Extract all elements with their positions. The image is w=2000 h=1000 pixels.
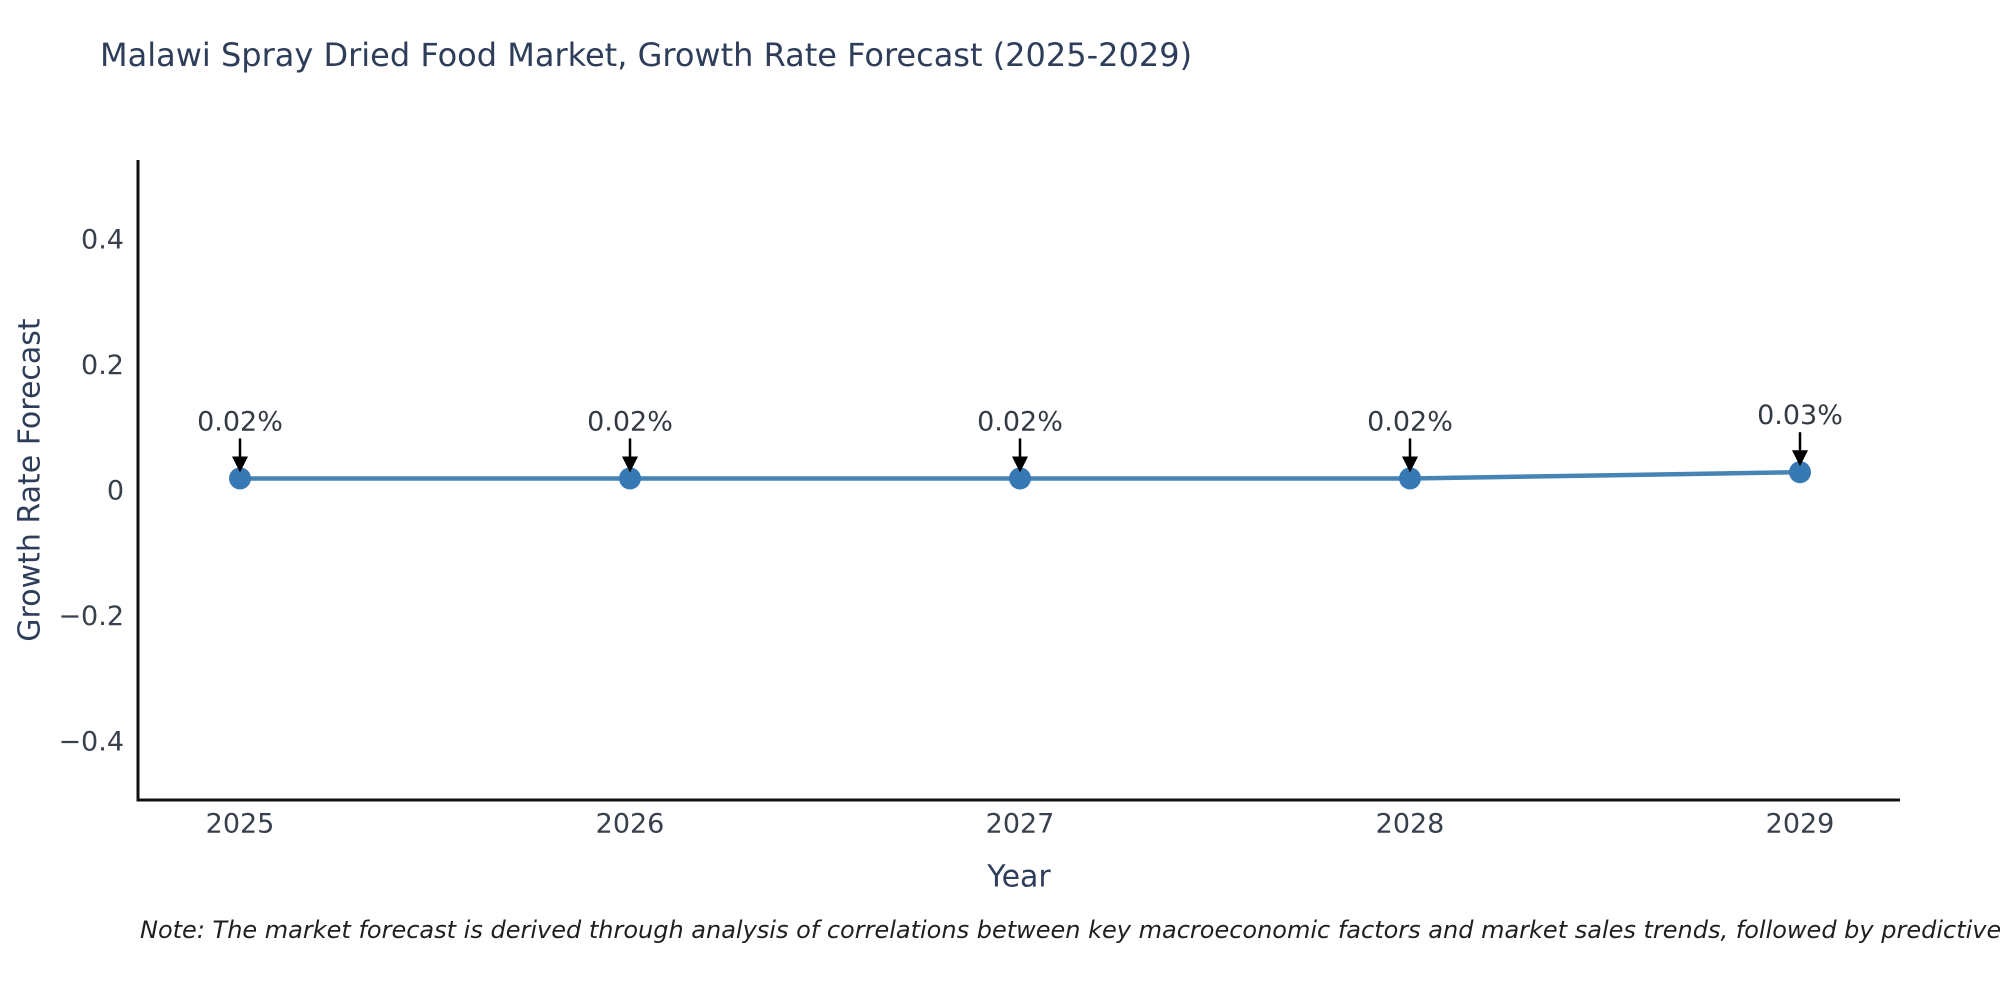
chart-title: Malawi Spray Dried Food Market, Growth R… [100, 36, 1193, 74]
y-tick-label: 0.4 [81, 225, 124, 256]
point-annotation: 0.02% [1367, 406, 1453, 437]
point-annotation: 0.02% [587, 406, 673, 437]
point-annotation: 0.02% [197, 406, 283, 437]
y-tick-label: 0 [107, 476, 124, 507]
annotation-arrow-head [622, 456, 638, 473]
data-point [1789, 461, 1811, 484]
data-point [229, 467, 251, 490]
y-tick-label: 0.2 [81, 350, 124, 381]
x-tick-label: 2029 [1766, 809, 1835, 840]
y-tick-label: −0.2 [58, 601, 124, 632]
annotation-arrow-head [1792, 450, 1808, 467]
annotation-arrow-head [1012, 456, 1028, 473]
x-axis-title: Year [987, 859, 1051, 895]
point-annotation: 0.02% [977, 406, 1063, 437]
x-tick-label: 2028 [1376, 809, 1445, 840]
point-annotation: 0.03% [1757, 400, 1843, 431]
y-tick-label: −0.4 [58, 726, 124, 757]
x-tick-label: 2025 [206, 809, 275, 840]
data-point [1009, 467, 1031, 490]
annotation-arrow-head [1402, 456, 1418, 473]
data-point [1399, 467, 1421, 490]
footnote: Note: The market forecast is derived thr… [140, 916, 2000, 944]
x-tick-label: 2027 [986, 809, 1055, 840]
data-point [619, 467, 641, 490]
annotation-arrow-head [232, 456, 248, 473]
x-tick-label: 2026 [596, 809, 665, 840]
